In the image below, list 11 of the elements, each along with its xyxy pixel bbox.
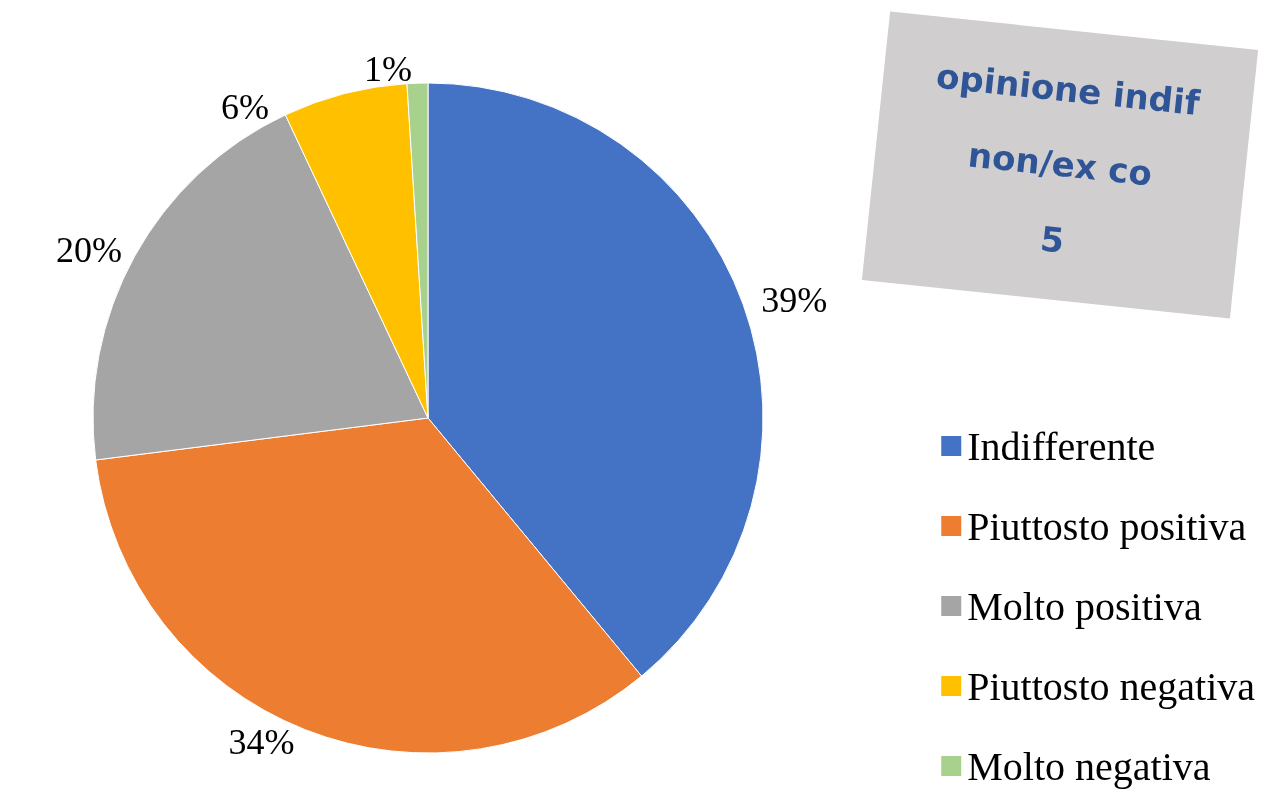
data-label: 39% [761, 279, 828, 320]
data-label: 34% [228, 722, 295, 763]
legend-label: Molto positiva [967, 583, 1202, 629]
legend-label: Molto negativa [967, 743, 1211, 789]
data-label: 1% [364, 49, 413, 90]
legend-label: Piuttosto negativa [967, 663, 1256, 709]
legend-label: Indifferente [967, 423, 1156, 469]
legend-label: Piuttosto positiva [967, 503, 1247, 549]
note-card: opinione indif non/ex co 5 [861, 11, 1259, 319]
data-label: 20% [56, 229, 123, 270]
data-label: 6% [220, 87, 269, 128]
